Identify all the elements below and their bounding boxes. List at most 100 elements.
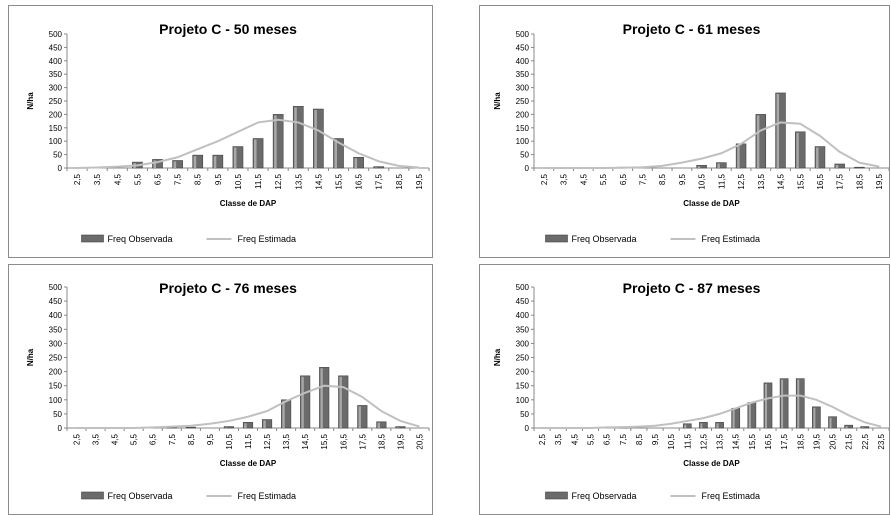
bar-highlight — [153, 160, 156, 168]
bar — [682, 423, 692, 429]
bar — [212, 154, 224, 169]
bar — [860, 426, 870, 429]
y-tick-label: 500 — [49, 30, 63, 39]
bar — [338, 375, 349, 429]
x-tick-label: 7,5 — [168, 433, 177, 445]
bar-highlight — [358, 406, 361, 428]
x-tick-label: 5,5 — [133, 173, 142, 185]
chart-panel-87-meses: Projeto C - 87 meses 0 50 100 150 200 250 300 35… — [479, 264, 890, 515]
bar — [252, 138, 264, 169]
x-tick-label: 23,5 — [877, 433, 886, 449]
bar-highlight — [835, 164, 839, 168]
y-tick-label: 50 — [53, 151, 62, 160]
y-tick-label: 0 — [58, 424, 63, 433]
x-tick-label: 9,5 — [651, 433, 660, 445]
legend-label: Freq Observada — [572, 491, 637, 501]
y-tick-label: 250 — [49, 97, 63, 106]
x-tick-label: 17,5 — [358, 433, 367, 449]
bar-highlight — [233, 147, 237, 168]
bar-highlight — [813, 407, 816, 428]
x-tick-label: 6,5 — [149, 433, 158, 445]
bar-highlight — [263, 420, 266, 428]
x-tick-label: 4,5 — [570, 433, 579, 445]
legend-bar-swatch — [545, 491, 568, 500]
bar — [716, 162, 727, 169]
x-tick-label: 3,5 — [560, 173, 569, 185]
x-tick-label: 15,5 — [320, 433, 329, 449]
bar-highlight — [748, 403, 751, 428]
bar — [272, 114, 284, 169]
legend-label: Freq Estimada — [238, 491, 297, 501]
y-axis-label: N/ha — [26, 348, 35, 366]
legend-label: Freq Estimada — [702, 234, 761, 244]
x-tick-label: 10,5 — [667, 433, 676, 449]
x-tick-label: 16,5 — [339, 433, 348, 449]
bar-highlight — [716, 423, 719, 428]
y-tick-label: 200 — [49, 368, 63, 377]
x-tick-label: 19,5 — [415, 173, 424, 189]
x-axis-label: Classe de DAP — [220, 199, 277, 208]
y-tick-label: 0 — [525, 424, 530, 433]
y-tick-label: 250 — [516, 354, 530, 363]
legend-label: Freq Estimada — [238, 234, 297, 244]
x-tick-label: 12,5 — [699, 433, 708, 449]
y-tick-label: 450 — [516, 297, 530, 306]
bar-highlight — [756, 115, 760, 168]
x-tick-label: 12,5 — [263, 433, 272, 449]
x-tick-label: 3,5 — [93, 173, 102, 185]
bar-highlight — [764, 383, 767, 428]
legend-label: Freq Observada — [108, 234, 173, 244]
x-tick-label: 15,5 — [335, 173, 344, 189]
y-tick-label: 350 — [49, 70, 63, 79]
bar-highlight — [797, 379, 800, 428]
bar — [775, 92, 786, 169]
x-tick-label: 14,5 — [732, 433, 741, 449]
y-tick-label: 0 — [525, 164, 530, 173]
legend-label: Freq Observada — [572, 234, 637, 244]
bar-highlight — [301, 376, 304, 428]
chart-svg: Projeto C - 76 meses 0 50 100 150 200 250 300 35… — [26, 280, 430, 501]
y-tick-label: 50 — [520, 410, 529, 419]
bar — [319, 367, 330, 429]
bar-highlight — [173, 161, 177, 168]
bar-highlight — [334, 139, 337, 168]
bar — [353, 156, 364, 169]
legend-bar-swatch — [545, 234, 568, 243]
y-axis-label: N/ha — [493, 348, 502, 366]
bar — [795, 131, 806, 169]
x-tick-label: 7,5 — [174, 173, 183, 185]
y-axis-label: N/ha — [493, 92, 502, 110]
bar — [715, 422, 724, 429]
x-tick-label: 14,5 — [314, 173, 323, 189]
bar — [292, 106, 304, 169]
x-tick-label: 20,5 — [415, 433, 424, 449]
x-tick-label: 16,5 — [355, 173, 364, 189]
x-tick-label: 2,5 — [73, 433, 82, 445]
y-tick-label: 350 — [516, 70, 530, 79]
x-tick-label: 6,5 — [154, 173, 163, 185]
bar-highlight — [796, 132, 799, 168]
bar — [779, 378, 789, 429]
y-tick-label: 450 — [516, 43, 530, 52]
x-tick-label: 19,5 — [812, 433, 821, 449]
bar-highlight — [314, 110, 317, 168]
legend-bar-swatch — [81, 234, 104, 243]
bar-highlight — [294, 107, 297, 168]
bar — [192, 154, 204, 169]
y-tick-label: 100 — [49, 396, 63, 405]
x-tick-label: 11,5 — [683, 433, 692, 449]
y-tick-label: 300 — [49, 84, 63, 93]
bar-highlight — [254, 139, 257, 168]
y-tick-label: 200 — [49, 110, 63, 119]
x-tick-label: 17,5 — [780, 433, 789, 449]
y-tick-label: 250 — [49, 354, 63, 363]
chart-title: Projeto C - 87 meses — [623, 280, 761, 296]
bar — [232, 146, 244, 169]
y-tick-label: 300 — [516, 84, 530, 93]
y-tick-label: 400 — [49, 311, 63, 320]
bar-highlight — [354, 158, 358, 168]
x-tick-label: 18,5 — [796, 433, 805, 449]
x-tick-label: 2,5 — [540, 173, 549, 185]
x-tick-label: 13,5 — [716, 433, 725, 449]
y-tick-label: 100 — [516, 137, 530, 146]
